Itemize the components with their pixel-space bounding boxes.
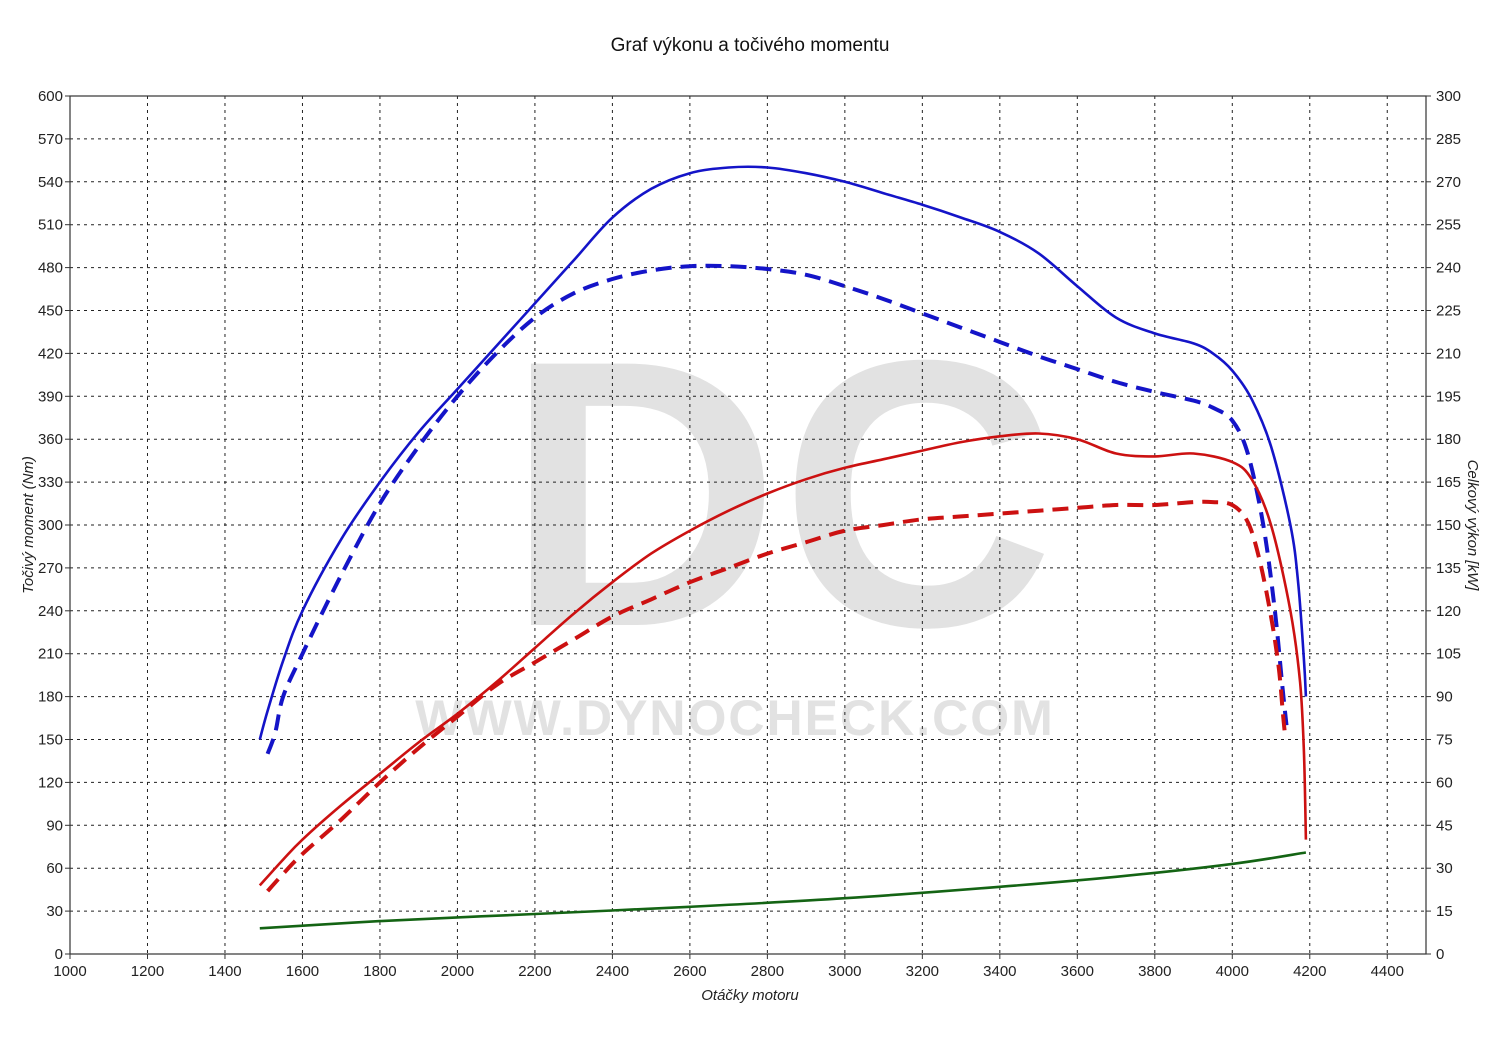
x-tick-label: 3400 <box>983 963 1016 980</box>
x-tick-label: 1200 <box>131 963 164 980</box>
series-line-0 <box>258 165 1308 740</box>
y-right-tick-label: 105 <box>1436 646 1461 663</box>
y-right-tick-label: 150 <box>1436 517 1461 534</box>
y-right-tick-label: 210 <box>1436 345 1461 362</box>
y-left-tick-label: 360 <box>38 431 63 448</box>
y-left-tick-label: 120 <box>38 774 63 791</box>
y-left-tick-label: 450 <box>38 303 63 320</box>
y-right-tick-label: 225 <box>1436 303 1461 320</box>
y-right-tick-label: 15 <box>1436 903 1453 920</box>
series-line-2 <box>258 432 1308 887</box>
y-axis-left-label: Točivý moment (Nm) <box>20 456 37 594</box>
y-left-tick-label: 210 <box>38 646 63 663</box>
y-left-tick-label: 300 <box>38 517 63 534</box>
y-right-tick-label: 240 <box>1436 260 1461 277</box>
y-right-tick-label: 285 <box>1436 131 1461 148</box>
y-right-tick-label: 300 <box>1436 88 1461 105</box>
x-tick-label: 4200 <box>1293 963 1326 980</box>
x-tick-label: 4400 <box>1371 963 1404 980</box>
tick-labels: 1000 1200 1400 1600 1800 2000 2200 2400 2600 2800… <box>38 88 1461 980</box>
y-left-tick-label: 150 <box>38 732 63 749</box>
y-axis-right-label: Celkový výkon [kW] <box>1464 460 1481 592</box>
y-right-tick-label: 255 <box>1436 217 1461 234</box>
x-tick-label: 2000 <box>441 963 474 980</box>
y-left-tick-label: 480 <box>38 260 63 277</box>
y-right-tick-label: 180 <box>1436 431 1461 448</box>
x-tick-label: 1000 <box>53 963 86 980</box>
y-left-tick-label: 600 <box>38 88 63 105</box>
series-line-3 <box>266 499 1287 893</box>
chart-title: Graf výkonu a točivého momentu <box>611 35 890 56</box>
x-tick-label: 2400 <box>596 963 629 980</box>
y-left-tick-label: 420 <box>38 345 63 362</box>
x-tick-label: 1800 <box>363 963 396 980</box>
x-tick-label: 1400 <box>208 963 241 980</box>
x-tick-label: 4000 <box>1216 963 1249 980</box>
y-left-tick-label: 510 <box>38 217 63 234</box>
series-line-1 <box>265 263 1289 755</box>
y-right-tick-label: 75 <box>1436 732 1453 749</box>
y-right-tick-label: 165 <box>1436 474 1461 491</box>
x-axis-label: Otáčky motoru <box>701 987 799 1004</box>
x-tick-label: 1600 <box>286 963 319 980</box>
y-right-tick-label: 270 <box>1436 174 1461 191</box>
series-group <box>258 165 1308 930</box>
y-left-tick-label: 180 <box>38 689 63 706</box>
x-tick-label: 3000 <box>828 963 861 980</box>
watermark-logo: DC <box>506 281 1055 706</box>
y-left-tick-label: 540 <box>38 174 63 191</box>
y-left-tick-label: 270 <box>38 560 63 577</box>
y-left-tick-label: 60 <box>46 860 63 877</box>
y-right-tick-label: 45 <box>1436 817 1453 834</box>
y-right-tick-label: 135 <box>1436 560 1461 577</box>
y-right-tick-label: 120 <box>1436 603 1461 620</box>
x-tick-label: 2200 <box>518 963 551 980</box>
x-tick-label: 3600 <box>1061 963 1094 980</box>
y-left-tick-label: 30 <box>46 903 63 920</box>
y-right-tick-label: 0 <box>1436 946 1444 963</box>
y-left-tick-label: 0 <box>55 946 63 963</box>
y-left-tick-label: 390 <box>38 388 63 405</box>
grid <box>70 96 1426 954</box>
y-left-tick-label: 90 <box>46 817 63 834</box>
y-right-tick-label: 195 <box>1436 388 1461 405</box>
x-tick-label: 3800 <box>1138 963 1171 980</box>
series-line-4 <box>259 851 1307 930</box>
watermark: DC WWW.DYNOCHECK.COM <box>415 281 1055 746</box>
y-right-tick-label: 60 <box>1436 774 1453 791</box>
y-left-tick-label: 570 <box>38 131 63 148</box>
x-tick-label: 2800 <box>751 963 784 980</box>
watermark-url: WWW.DYNOCHECK.COM <box>415 690 1055 746</box>
y-right-tick-label: 90 <box>1436 689 1453 706</box>
y-left-tick-label: 330 <box>38 474 63 491</box>
x-tick-label: 2600 <box>673 963 706 980</box>
y-right-tick-label: 30 <box>1436 860 1453 877</box>
x-tick-label: 3200 <box>906 963 939 980</box>
y-left-tick-label: 240 <box>38 603 63 620</box>
